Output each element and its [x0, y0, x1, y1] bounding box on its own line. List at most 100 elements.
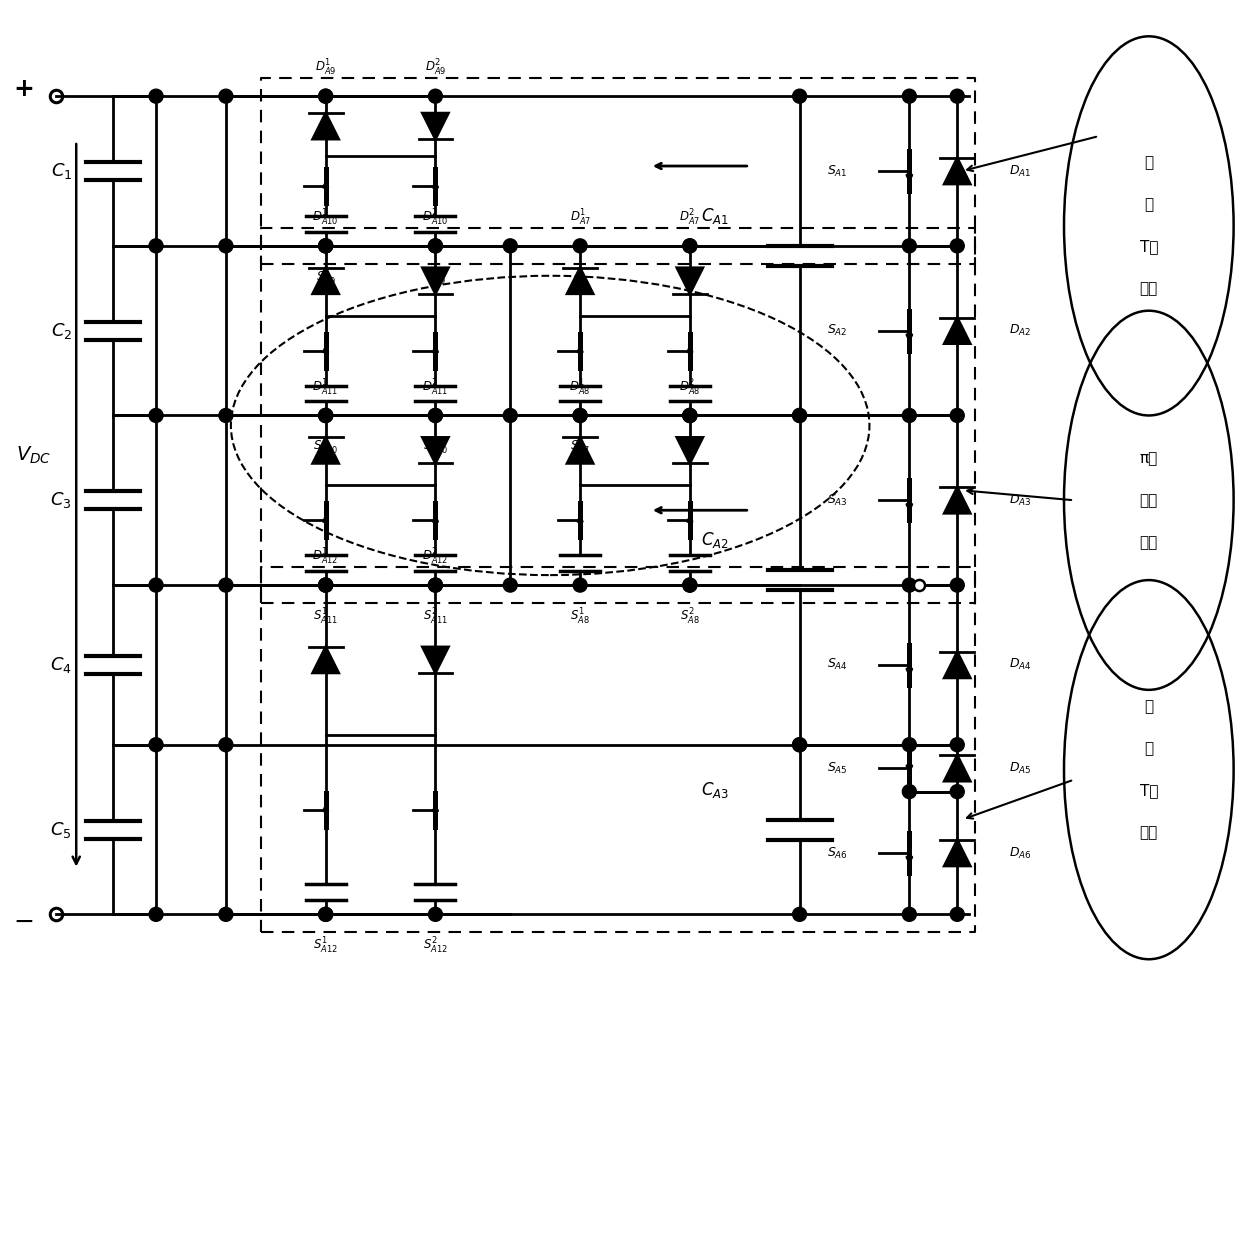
Circle shape: [219, 908, 233, 921]
Text: $D_{A9}^{2}$: $D_{A9}^{2}$: [425, 59, 446, 78]
Text: $C_1$: $C_1$: [51, 161, 72, 181]
Circle shape: [219, 90, 233, 103]
Circle shape: [792, 738, 806, 752]
Text: $S_{A9}^{2}$: $S_{A9}^{2}$: [425, 268, 445, 288]
Circle shape: [683, 408, 697, 422]
Circle shape: [683, 408, 697, 422]
Polygon shape: [567, 437, 593, 463]
Text: $S_{A3}$: $S_{A3}$: [827, 493, 847, 508]
Polygon shape: [945, 158, 970, 184]
Circle shape: [429, 908, 443, 921]
Circle shape: [429, 408, 443, 422]
Circle shape: [319, 90, 332, 103]
Polygon shape: [945, 840, 970, 867]
Text: $D_{A4}$: $D_{A4}$: [1009, 657, 1032, 672]
Polygon shape: [423, 647, 449, 672]
Circle shape: [683, 578, 697, 593]
Circle shape: [950, 738, 965, 752]
Circle shape: [429, 578, 443, 593]
Text: $S_{A11}^{1}$: $S_{A11}^{1}$: [314, 608, 339, 627]
Circle shape: [429, 239, 443, 253]
Circle shape: [792, 90, 806, 103]
Text: $S_{A10}^{2}$: $S_{A10}^{2}$: [423, 437, 448, 457]
Text: $S_{A8}^{1}$: $S_{A8}^{1}$: [570, 608, 590, 627]
Text: $C_5$: $C_5$: [51, 819, 72, 839]
Circle shape: [429, 90, 443, 103]
Circle shape: [950, 239, 965, 253]
Circle shape: [319, 578, 332, 593]
Circle shape: [950, 408, 965, 422]
Polygon shape: [423, 113, 449, 139]
Circle shape: [792, 908, 806, 921]
Circle shape: [792, 408, 806, 422]
Text: $V_{DC}$: $V_{DC}$: [16, 444, 51, 466]
Circle shape: [573, 408, 587, 422]
Polygon shape: [945, 756, 970, 781]
Text: 单元: 单元: [1140, 534, 1158, 550]
Circle shape: [573, 578, 587, 593]
Text: 二: 二: [1145, 741, 1153, 756]
Text: $S_{A4}$: $S_{A4}$: [827, 657, 847, 672]
Text: $S_{A10}^{1}$: $S_{A10}^{1}$: [314, 437, 339, 457]
Circle shape: [219, 239, 233, 253]
Text: $-$: $-$: [14, 909, 33, 934]
Polygon shape: [312, 268, 339, 294]
Polygon shape: [567, 268, 593, 294]
Text: $D_{A1}$: $D_{A1}$: [1009, 163, 1032, 178]
Text: $D_{A11}^{1}$: $D_{A11}^{1}$: [312, 377, 339, 397]
Circle shape: [319, 239, 332, 253]
Text: $D_{A10}^{2}$: $D_{A10}^{2}$: [422, 208, 449, 228]
Text: $D_{A3}$: $D_{A3}$: [1009, 493, 1032, 508]
Text: $C_2$: $C_2$: [51, 321, 72, 341]
Circle shape: [219, 578, 233, 593]
Circle shape: [903, 239, 916, 253]
Circle shape: [319, 908, 332, 921]
Text: $S_{A2}$: $S_{A2}$: [827, 324, 847, 339]
Circle shape: [319, 239, 332, 253]
Text: $S_{A8}^{2}$: $S_{A8}^{2}$: [680, 608, 699, 627]
Polygon shape: [677, 437, 703, 463]
Circle shape: [683, 239, 697, 253]
Circle shape: [503, 408, 517, 422]
Circle shape: [792, 408, 806, 422]
Circle shape: [219, 738, 233, 752]
Circle shape: [319, 90, 332, 103]
Text: $D_{A12}^{2}$: $D_{A12}^{2}$: [423, 547, 449, 568]
Text: $D_{A8}^{1}$: $D_{A8}^{1}$: [569, 377, 590, 397]
Text: $S_{A9}^{1}$: $S_{A9}^{1}$: [316, 268, 336, 288]
Circle shape: [149, 908, 162, 921]
Polygon shape: [312, 437, 339, 463]
Circle shape: [149, 90, 162, 103]
Circle shape: [903, 784, 916, 798]
Text: $C_{A2}$: $C_{A2}$: [701, 530, 729, 550]
Circle shape: [903, 908, 916, 921]
Text: $D_{A11}^{2}$: $D_{A11}^{2}$: [422, 377, 449, 397]
Circle shape: [319, 408, 332, 422]
Text: $S_{A12}^{2}$: $S_{A12}^{2}$: [423, 936, 448, 956]
Circle shape: [149, 578, 162, 593]
Circle shape: [319, 578, 332, 593]
Circle shape: [319, 408, 332, 422]
Text: $S_{A1}$: $S_{A1}$: [827, 163, 847, 178]
Circle shape: [683, 239, 697, 253]
Text: $D_{A10}^{1}$: $D_{A10}^{1}$: [312, 208, 339, 228]
Circle shape: [573, 408, 587, 422]
Circle shape: [429, 408, 443, 422]
Circle shape: [319, 578, 332, 593]
Circle shape: [950, 90, 965, 103]
Circle shape: [503, 578, 517, 593]
Circle shape: [792, 738, 806, 752]
Text: T型: T型: [1140, 239, 1158, 254]
Text: 第: 第: [1145, 700, 1153, 715]
Circle shape: [903, 578, 916, 593]
Text: $C_{A3}$: $C_{A3}$: [701, 779, 729, 799]
Text: $D_{A12}^{1}$: $D_{A12}^{1}$: [312, 547, 339, 568]
Polygon shape: [312, 647, 339, 672]
Text: 一: 一: [1145, 198, 1153, 213]
Text: $C_4$: $C_4$: [51, 655, 72, 675]
Circle shape: [219, 408, 233, 422]
Circle shape: [149, 408, 162, 422]
Circle shape: [903, 90, 916, 103]
Text: $S_{A5}$: $S_{A5}$: [827, 761, 847, 776]
Text: T型: T型: [1140, 783, 1158, 798]
